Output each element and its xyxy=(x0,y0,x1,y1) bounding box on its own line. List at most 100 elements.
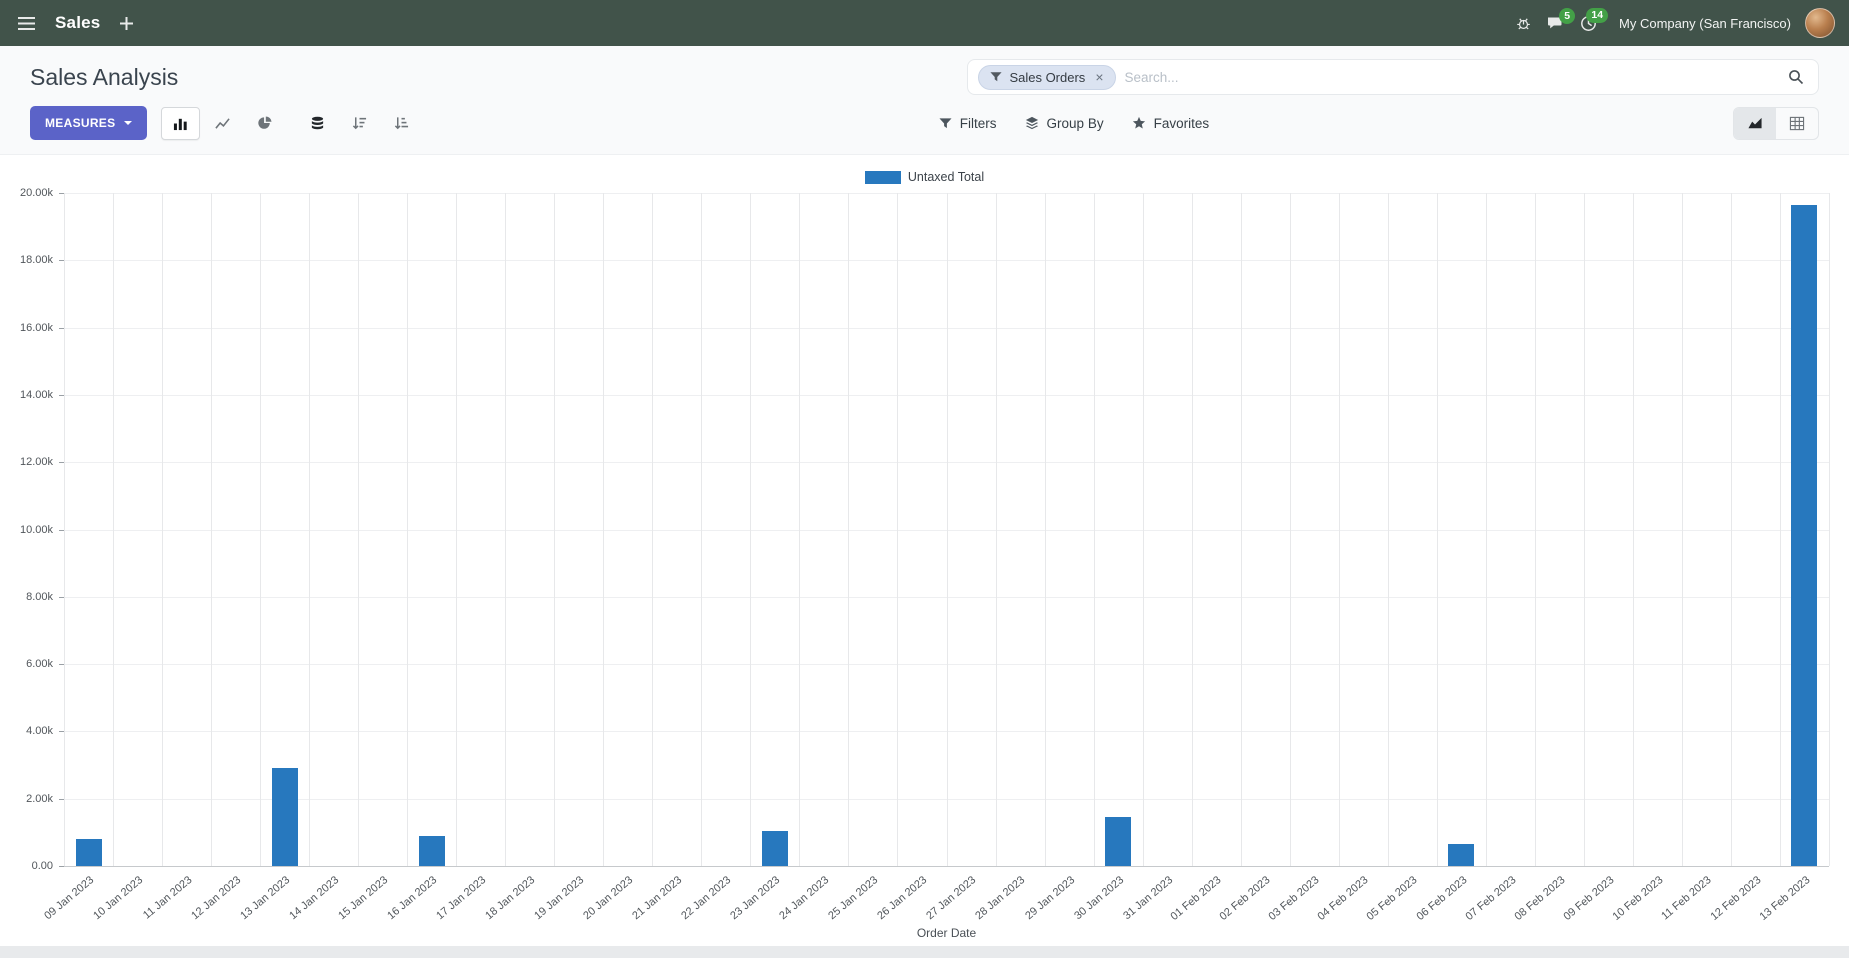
x-axis-title: Order Date xyxy=(916,926,977,940)
y-tick-label: 12.00k xyxy=(19,456,53,469)
messages-button[interactable]: 5 xyxy=(1543,8,1576,35)
star-icon xyxy=(1132,116,1145,129)
y-tick-label: 20.00k xyxy=(19,187,53,199)
x-tick-label: 06 Feb 2023 xyxy=(1413,874,1470,923)
pie-chart-icon xyxy=(258,115,272,129)
sort-asc-button[interactable] xyxy=(382,107,421,140)
legend-swatch xyxy=(864,170,901,184)
y-tick-label: 14.00k xyxy=(19,388,53,401)
x-tick-label: 28 Jan 2023 xyxy=(973,874,1028,923)
x-tick-label: 09 Feb 2023 xyxy=(1561,874,1617,923)
favorites-menu-button[interactable]: Favorites xyxy=(1132,116,1209,131)
v-gridline xyxy=(701,193,703,866)
x-tick-label: 21 Jan 2023 xyxy=(630,874,685,923)
x-tick-label: 03 Feb 2023 xyxy=(1266,874,1322,923)
x-tick-label: 12 Feb 2023 xyxy=(1708,874,1764,923)
bar-13-jan-2023[interactable] xyxy=(271,768,298,866)
y-tick xyxy=(59,327,64,329)
v-gridline xyxy=(1142,193,1144,866)
v-gridline xyxy=(1338,193,1340,866)
control-panel: Sales Analysis Sales Orders × MEASURES xyxy=(0,46,1849,155)
x-tick-label: 27 Jan 2023 xyxy=(924,874,979,923)
chart-option-group xyxy=(298,107,421,140)
v-gridline xyxy=(1093,193,1095,866)
x-tick-label: 25 Jan 2023 xyxy=(826,874,881,923)
graph-view: Untaxed Total 20.00k 18.00k 16.00k 14.00k 12… xyxy=(0,155,1849,946)
v-gridline xyxy=(113,193,115,866)
stacked-database-icon xyxy=(312,116,324,129)
navbar-right: 5 14 My Company (San Francisco) xyxy=(1512,7,1835,38)
x-tick-label: 22 Jan 2023 xyxy=(679,874,734,923)
x-tick-label: 02 Feb 2023 xyxy=(1217,874,1273,923)
line-chart-icon xyxy=(215,117,231,129)
x-tick-label: 18 Jan 2023 xyxy=(483,874,538,923)
y-tick xyxy=(59,798,64,800)
x-tick-label: 16 Jan 2023 xyxy=(385,874,440,923)
group-by-label: Group By xyxy=(1046,115,1104,131)
v-gridline xyxy=(64,193,65,866)
bug-icon xyxy=(1517,17,1530,29)
bar-30-jan-2023[interactable] xyxy=(1105,817,1132,866)
y-tick-label: 6.00k xyxy=(26,658,53,671)
group-by-menu-button[interactable]: Group By xyxy=(1025,116,1104,131)
search-input[interactable] xyxy=(1124,69,1775,85)
v-gridline xyxy=(456,193,458,866)
search-menus: Filters Group By Favorites xyxy=(939,116,1209,131)
bar-09-jan-2023[interactable] xyxy=(75,839,102,866)
x-tick-label: 09 Jan 2023 xyxy=(42,874,97,923)
bar-06-feb-2023[interactable] xyxy=(1448,844,1475,866)
v-gridline xyxy=(897,193,899,866)
new-record-button[interactable] xyxy=(116,13,137,34)
measures-button[interactable]: MEASURES xyxy=(30,106,148,140)
filters-menu-button[interactable]: Filters xyxy=(939,116,997,131)
app-name[interactable]: Sales xyxy=(55,13,101,32)
apps-menu-button[interactable] xyxy=(14,13,39,34)
x-tick-label: 30 Jan 2023 xyxy=(1071,874,1126,923)
chart-type-line-button[interactable] xyxy=(203,107,242,140)
v-gridline xyxy=(1191,193,1193,866)
chart-type-bar-button[interactable] xyxy=(161,106,201,140)
x-tick-label: 13 Feb 2023 xyxy=(1757,874,1813,923)
navbar-left: Sales xyxy=(14,13,137,34)
y-tick-label: 8.00k xyxy=(26,590,53,603)
caret-down-icon xyxy=(124,121,133,125)
x-tick-label: 10 Feb 2023 xyxy=(1610,874,1666,923)
y-tick xyxy=(59,394,64,396)
x-tick-label: 12 Jan 2023 xyxy=(189,874,244,923)
bar-chart-icon xyxy=(174,118,188,130)
activities-button[interactable]: 14 xyxy=(1576,7,1609,36)
search-facet-sales-orders[interactable]: Sales Orders × xyxy=(978,64,1116,90)
sort-desc-button[interactable] xyxy=(340,107,379,140)
x-tick-label: 31 Jan 2023 xyxy=(1120,874,1175,923)
filters-label: Filters xyxy=(959,115,997,131)
y-tick-label: 4.00k xyxy=(26,725,53,738)
hamburger-icon xyxy=(18,16,35,30)
stacked-toggle-button[interactable] xyxy=(298,107,337,140)
company-switcher[interactable]: My Company (San Francisco) xyxy=(1619,15,1791,31)
legend-item-untaxed-total[interactable]: Untaxed Total xyxy=(864,170,984,184)
facet-remove-icon[interactable]: × xyxy=(1095,69,1104,85)
v-gridline xyxy=(1534,193,1536,866)
view-switch-graph-button[interactable] xyxy=(1734,107,1776,139)
v-gridline xyxy=(554,193,556,866)
search-bar[interactable]: Sales Orders × xyxy=(967,59,1819,95)
debug-button[interactable] xyxy=(1512,12,1535,35)
bar-16-jan-2023[interactable] xyxy=(418,835,445,866)
x-tick-label: 17 Jan 2023 xyxy=(434,874,489,923)
v-gridline xyxy=(1779,193,1781,866)
page-bottom-strip xyxy=(0,946,1849,958)
layers-icon xyxy=(1025,116,1038,130)
search-icon xyxy=(1789,70,1804,85)
sort-desc-icon xyxy=(353,116,367,129)
search-submit-button[interactable] xyxy=(1784,65,1808,89)
view-switch-pivot-button[interactable] xyxy=(1776,108,1818,139)
bar-13-feb-2023[interactable] xyxy=(1791,204,1818,866)
plus-icon xyxy=(120,16,134,30)
filter-icon xyxy=(990,72,1003,82)
user-avatar[interactable] xyxy=(1805,8,1835,38)
chart-type-pie-button[interactable] xyxy=(245,107,284,140)
bar-23-jan-2023[interactable] xyxy=(761,830,788,866)
measures-label: MEASURES xyxy=(45,116,116,130)
search-facet-label: Sales Orders xyxy=(1009,69,1086,85)
v-gridline xyxy=(750,193,752,866)
